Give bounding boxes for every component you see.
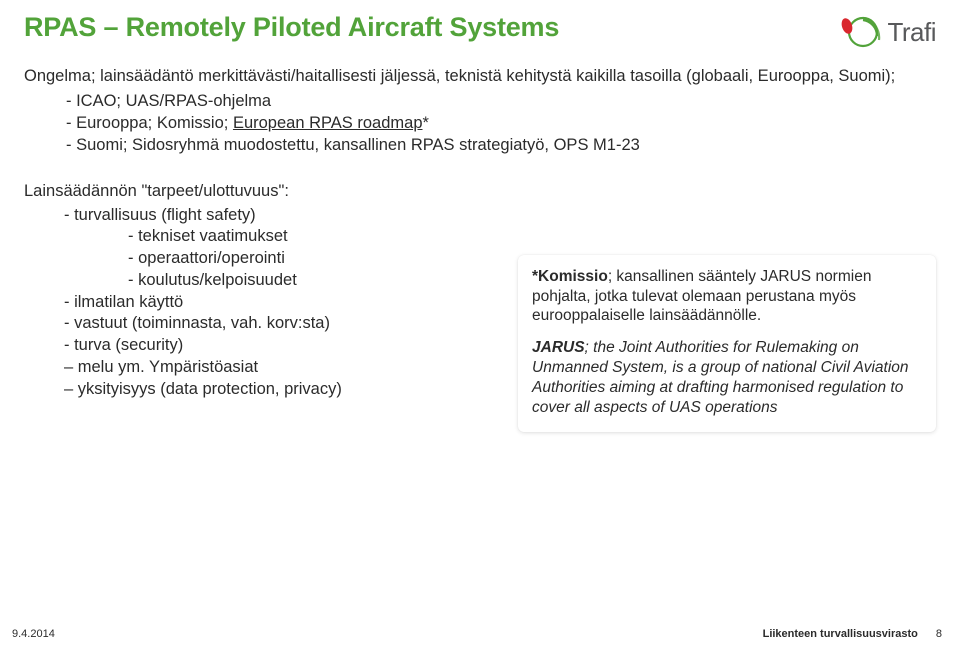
context-item-finland: Suomi; Sidosryhmä muodostettu, kansallin… xyxy=(66,135,936,157)
context-item-europe: Eurooppa; Komissio; European RPAS roadma… xyxy=(66,113,936,135)
footer-agency: Liikenteen turvallisuusvirasto xyxy=(763,628,918,640)
scope-training: koulutus/kelpoisuudet xyxy=(24,270,504,292)
trafi-logo: Trafi xyxy=(839,10,936,52)
scope-technical: tekniset vaatimukset xyxy=(24,226,504,248)
footer-date: 9.4.2014 xyxy=(12,628,55,640)
scope-privacy: yksityisyys (data protection, privacy) xyxy=(24,379,504,401)
context-item-europe-suffix: * xyxy=(423,114,429,132)
callout-jarus-text: ; the Joint Authorities for Rulemaking o… xyxy=(532,339,909,415)
context-item-europe-prefix: Eurooppa; Komissio; xyxy=(76,114,233,132)
callout-komissio-term: *Komissio xyxy=(532,268,608,285)
slide-footer: 9.4.2014 Liikenteen turvallisuusvirasto … xyxy=(12,628,942,640)
scope-airspace: ilmatilan käyttö xyxy=(24,292,504,314)
scope-heading: Lainsäädännön "tarpeet/ulottuvuus": xyxy=(24,181,504,203)
footer-right: Liikenteen turvallisuusvirasto 8 xyxy=(763,628,942,640)
slide-title: RPAS – Remotely Piloted Aircraft Systems xyxy=(24,10,559,43)
callout-jarus: JARUS; the Joint Authorities for Rulemak… xyxy=(532,338,922,417)
context-item-icao: ICAO; UAS/RPAS-ohjelma xyxy=(66,91,936,113)
content-columns: Lainsäädännön "tarpeet/ulottuvuus": turv… xyxy=(24,181,936,432)
slide-header: RPAS – Remotely Piloted Aircraft Systems… xyxy=(24,10,936,52)
callout-column: *Komissio; kansallinen sääntely JARUS no… xyxy=(518,255,936,432)
callout-box: *Komissio; kansallinen sääntely JARUS no… xyxy=(518,255,936,432)
callout-jarus-term: JARUS xyxy=(532,339,585,356)
rpas-roadmap-link[interactable]: European RPAS roadmap xyxy=(233,114,423,132)
footer-page-number: 8 xyxy=(936,628,942,640)
trafi-logo-text: Trafi xyxy=(887,17,936,48)
scope-operator: operaattori/operointi xyxy=(24,248,504,270)
legislation-scope: Lainsäädännön "tarpeet/ulottuvuus": turv… xyxy=(24,181,504,401)
scope-environment: melu ym. Ympäristöasiat xyxy=(24,357,504,379)
context-list: ICAO; UAS/RPAS-ohjelma Eurooppa; Komissi… xyxy=(24,91,936,156)
trafi-logo-icon xyxy=(839,12,881,52)
scope-security: turva (security) xyxy=(24,335,504,357)
scope-safety: turvallisuus (flight safety) xyxy=(24,205,504,227)
scope-liability: vastuut (toiminnasta, vah. korv:sta) xyxy=(24,313,504,335)
callout-komissio: *Komissio; kansallinen sääntely JARUS no… xyxy=(532,267,922,326)
intro-paragraph: Ongelma; lainsäädäntö merkittävästi/hait… xyxy=(24,66,936,87)
